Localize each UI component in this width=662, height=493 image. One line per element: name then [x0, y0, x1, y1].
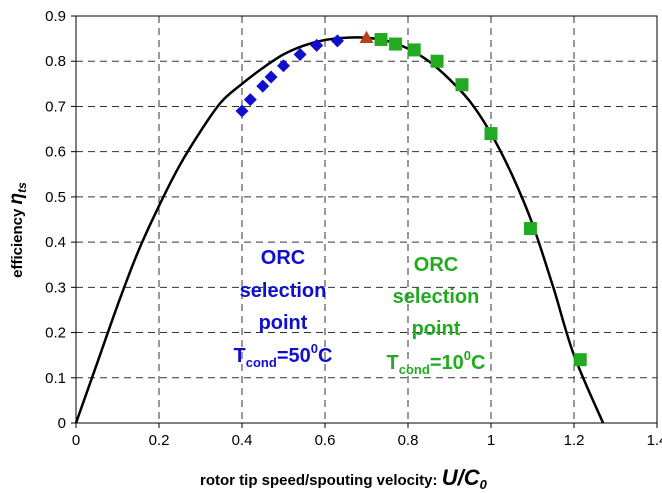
- y-tick-label: 0.3: [45, 279, 66, 296]
- x-tick-label: 1.2: [564, 432, 585, 449]
- annotation-blue-eq: =50: [277, 345, 311, 367]
- diamond-point: [264, 70, 278, 84]
- annotation-blue-unit: C: [318, 345, 332, 367]
- y-tick-label: 0.5: [45, 189, 66, 206]
- x-tick-label: 1.4: [647, 432, 662, 449]
- x-axis-label: rotor tip speed/spouting velocity:: [200, 472, 438, 489]
- tick-labels: 0 0.2 0.4 0.6 0.8 1 1.2 1.4 0 0.1 0.2 0.3 0.4 0.5 0.6 0…: [45, 8, 662, 449]
- annotation-green-line1: ORC: [414, 254, 458, 276]
- x-tick-label: 0.6: [315, 432, 336, 449]
- annotation-green-sub: cond: [399, 362, 430, 377]
- square-point: [484, 127, 498, 141]
- diamond-point: [293, 47, 307, 61]
- square-point: [573, 353, 587, 367]
- y-tick-label: 0.9: [45, 8, 66, 25]
- diamond-point: [235, 104, 249, 118]
- diamond-point: [256, 79, 270, 93]
- annotation-blue-line3: point: [259, 312, 308, 334]
- y-axis-title: efficiency ηts: [6, 182, 29, 278]
- x-tick-label: 0: [72, 432, 80, 449]
- square-point: [374, 33, 388, 47]
- plot-frame: [75, 15, 658, 424]
- square-point: [523, 222, 537, 236]
- annotation-green-eq: =10: [430, 352, 464, 374]
- annotation-green-unit: C: [471, 352, 485, 374]
- annotation-blue-line1: ORC: [261, 247, 305, 269]
- annotation-blue-tcond: Tcond=500C: [234, 341, 333, 370]
- data-points: [235, 30, 587, 367]
- y-axis-label: efficiency: [9, 208, 26, 278]
- y-tick-label: 0.8: [45, 53, 66, 70]
- x-tick-label: 1: [487, 432, 495, 449]
- axes: [71, 15, 658, 428]
- diamond-point: [243, 93, 257, 107]
- x-tick-label: 0.8: [398, 432, 419, 449]
- annotation-blue-line2: selection: [240, 280, 327, 302]
- x-tick-label: 0.2: [149, 432, 170, 449]
- y-tick-label: 0.6: [45, 144, 66, 161]
- x-axis-symbol: U/C: [442, 465, 481, 490]
- y-axis-symbol: η: [6, 193, 27, 205]
- y-tick-label: 0: [58, 415, 66, 432]
- y-axis-symbol-sub: ts: [15, 182, 29, 193]
- annotation-green: ORC selection point Tcond=100C: [387, 254, 486, 377]
- y-tick-label: 0.1: [45, 370, 66, 387]
- annotation-blue-sup: 0: [311, 341, 318, 356]
- square-point: [389, 37, 403, 51]
- grid: [76, 16, 657, 423]
- y-tick-label: 0.7: [45, 98, 66, 115]
- square-point: [430, 54, 444, 68]
- annotation-green-t: T: [387, 352, 399, 374]
- square-point: [455, 78, 469, 92]
- diamond-point: [330, 34, 344, 48]
- diamond-point: [277, 59, 290, 73]
- x-axis-title: rotor tip speed/spouting velocity: U/C0: [200, 465, 488, 492]
- annotation-blue: ORC selection point Tcond=500C: [234, 247, 333, 370]
- x-tick-label: 0.4: [232, 432, 253, 449]
- y-tick-label: 0.2: [45, 325, 66, 342]
- annotation-green-sup: 0: [464, 348, 471, 363]
- annotation-blue-t: T: [234, 345, 246, 367]
- diamond-point: [310, 38, 324, 52]
- triangle-point: [359, 30, 374, 43]
- annotation-blue-sub: cond: [246, 355, 277, 370]
- y-tick-label: 0.4: [45, 234, 66, 251]
- annotation-green-line2: selection: [393, 286, 480, 308]
- square-point: [407, 43, 421, 57]
- annotation-green-line3: point: [412, 318, 461, 340]
- x-axis-symbol-sub: 0: [480, 477, 488, 492]
- annotation-green-tcond: Tcond=100C: [387, 348, 486, 377]
